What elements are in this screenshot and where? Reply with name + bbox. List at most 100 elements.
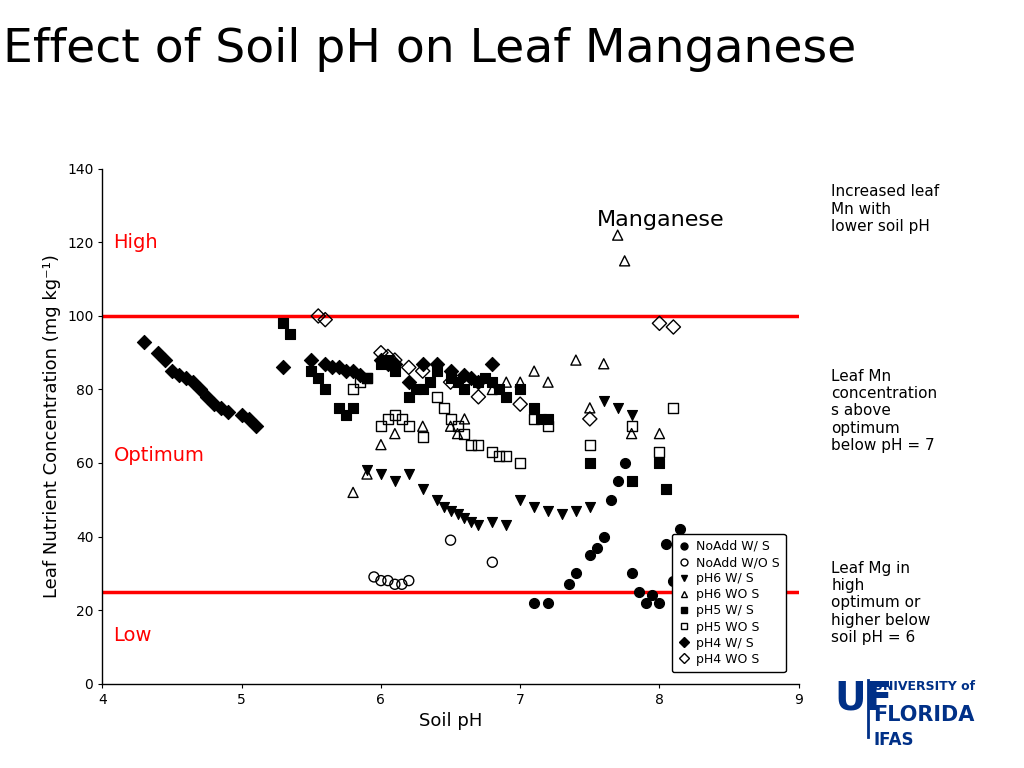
Point bbox=[415, 358, 431, 370]
Point bbox=[400, 376, 417, 389]
Point bbox=[666, 321, 682, 333]
Point bbox=[561, 578, 578, 591]
Point bbox=[624, 567, 640, 579]
Point bbox=[373, 346, 389, 359]
Point bbox=[387, 358, 403, 370]
Point bbox=[484, 445, 501, 458]
Point bbox=[435, 402, 452, 414]
Point bbox=[470, 376, 486, 389]
Point bbox=[150, 346, 166, 359]
Point bbox=[373, 420, 389, 432]
Point bbox=[428, 494, 444, 506]
Point bbox=[317, 358, 334, 370]
Point bbox=[317, 383, 334, 396]
Point bbox=[658, 538, 675, 550]
Text: Leaf Mg in
high
optimum or
higher below
soil pH = 6: Leaf Mg in high optimum or higher below … bbox=[831, 561, 931, 645]
Point bbox=[422, 376, 438, 389]
Point bbox=[666, 574, 682, 587]
Point bbox=[442, 505, 459, 517]
Point bbox=[191, 383, 208, 396]
Point bbox=[457, 428, 473, 440]
Point bbox=[651, 445, 668, 458]
Point bbox=[233, 409, 250, 422]
Point bbox=[512, 494, 528, 506]
Point bbox=[526, 597, 543, 609]
Point bbox=[442, 534, 459, 546]
Point bbox=[310, 372, 327, 385]
Text: UF: UF bbox=[835, 680, 893, 717]
Point bbox=[457, 412, 473, 425]
Point bbox=[415, 383, 431, 396]
Point bbox=[686, 597, 702, 609]
Point bbox=[463, 439, 479, 451]
Point bbox=[373, 468, 389, 480]
Point bbox=[457, 512, 473, 525]
Legend: NoAdd W/ S, NoAdd W/O S, pH6 W/ S, pH6 WO S, pH5 W/ S, pH5 WO S, pH4 W/ S, pH4 W: NoAdd W/ S, NoAdd W/O S, pH6 W/ S, pH6 W… bbox=[672, 534, 785, 672]
Point bbox=[275, 317, 292, 329]
Point bbox=[540, 412, 556, 425]
Point bbox=[651, 428, 668, 440]
Point bbox=[373, 354, 389, 366]
Point bbox=[310, 310, 327, 322]
Point bbox=[596, 358, 612, 370]
Point bbox=[582, 439, 598, 451]
Point bbox=[637, 597, 653, 609]
Point bbox=[400, 361, 417, 373]
Point bbox=[393, 578, 410, 591]
Point bbox=[450, 428, 466, 440]
Text: FLORIDA: FLORIDA bbox=[873, 705, 975, 725]
Point bbox=[387, 475, 403, 488]
Point bbox=[498, 449, 514, 462]
Point bbox=[331, 402, 347, 414]
Point bbox=[373, 439, 389, 451]
Point bbox=[526, 412, 543, 425]
Point bbox=[554, 508, 570, 521]
Point bbox=[415, 482, 431, 495]
Point bbox=[484, 383, 501, 396]
Point bbox=[492, 449, 508, 462]
Point bbox=[415, 420, 431, 432]
Point bbox=[484, 556, 501, 568]
Point bbox=[666, 402, 682, 414]
Point bbox=[338, 365, 354, 377]
Point bbox=[457, 383, 473, 396]
Point bbox=[352, 376, 369, 389]
Point bbox=[415, 365, 431, 377]
Point bbox=[492, 383, 508, 396]
Point bbox=[644, 589, 660, 601]
Point bbox=[463, 372, 479, 385]
Point bbox=[345, 402, 361, 414]
Point bbox=[387, 354, 403, 366]
Point bbox=[380, 358, 396, 370]
Point bbox=[213, 402, 229, 414]
Point bbox=[400, 574, 417, 587]
Point bbox=[679, 538, 695, 550]
Text: UNIVERSITY of: UNIVERSITY of bbox=[873, 680, 976, 693]
Point bbox=[442, 365, 459, 377]
Point bbox=[157, 354, 173, 366]
Point bbox=[567, 354, 584, 366]
Point bbox=[450, 420, 466, 432]
Point bbox=[609, 402, 626, 414]
Point bbox=[512, 376, 528, 389]
Point bbox=[457, 369, 473, 381]
Point bbox=[303, 365, 319, 377]
Point bbox=[428, 391, 444, 403]
Point bbox=[283, 328, 299, 340]
Point bbox=[470, 391, 486, 403]
Point bbox=[624, 420, 640, 432]
Point bbox=[387, 365, 403, 377]
Point bbox=[498, 376, 514, 389]
Point bbox=[358, 372, 375, 385]
Point bbox=[387, 578, 403, 591]
Text: Effect of Soil pH on Leaf Manganese: Effect of Soil pH on Leaf Manganese bbox=[3, 27, 857, 72]
Point bbox=[589, 541, 605, 554]
Point bbox=[324, 361, 340, 373]
Point bbox=[624, 475, 640, 488]
Point bbox=[450, 376, 466, 389]
Point bbox=[582, 548, 598, 561]
Point bbox=[136, 336, 153, 348]
Point bbox=[358, 464, 375, 476]
Point bbox=[358, 372, 375, 385]
Text: Increased leaf
Mn with
lower soil pH: Increased leaf Mn with lower soil pH bbox=[831, 184, 940, 234]
